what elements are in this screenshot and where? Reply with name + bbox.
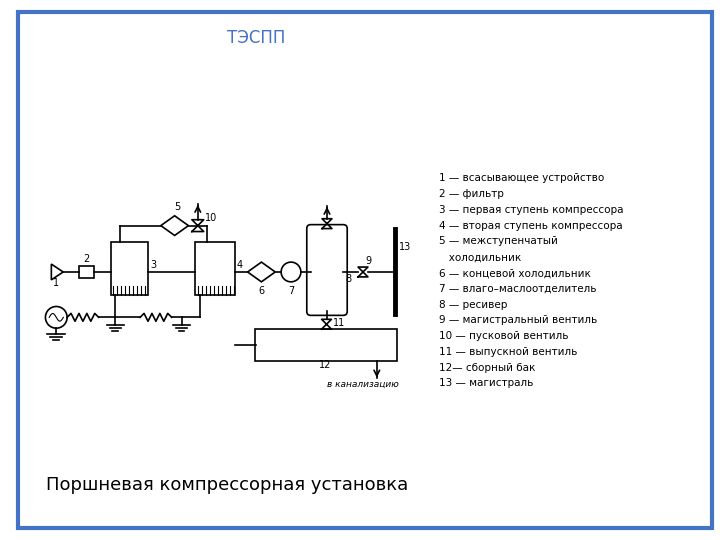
Text: 8: 8 [345, 274, 351, 284]
FancyBboxPatch shape [307, 225, 347, 315]
Text: 2: 2 [84, 254, 90, 264]
Text: 12— сборный бак: 12— сборный бак [439, 363, 535, 373]
Polygon shape [248, 262, 275, 282]
Text: 13 — магистраль: 13 — магистраль [439, 379, 534, 388]
Polygon shape [51, 264, 63, 280]
Bar [195, 242, 235, 295]
Text: 7 — влаго–маслоотделитель: 7 — влаго–маслоотделитель [439, 284, 596, 294]
Text: холодильник: холодильник [439, 252, 521, 262]
Bar [254, 329, 397, 361]
Text: 10 — пусковой вентиль: 10 — пусковой вентиль [439, 331, 568, 341]
Text: 1: 1 [53, 278, 59, 288]
Circle shape [281, 262, 301, 282]
Text: 11: 11 [333, 318, 346, 328]
Text: 10: 10 [204, 213, 217, 222]
Circle shape [45, 307, 67, 328]
Text: 6 — концевой холодильник: 6 — концевой холодильник [439, 268, 591, 278]
Text: 4: 4 [237, 260, 243, 270]
Text: 9 — магистральный вентиль: 9 — магистральный вентиль [439, 315, 597, 326]
Text: ТЭСПП: ТЭСПП [228, 29, 286, 47]
Text: 12: 12 [320, 360, 332, 370]
Text: 7: 7 [288, 286, 294, 296]
Text: 11 — выпускной вентиль: 11 — выпускной вентиль [439, 347, 577, 357]
Text: 2 — фильтр: 2 — фильтр [439, 189, 504, 199]
Text: 9: 9 [365, 256, 371, 266]
Bar [110, 242, 148, 295]
Text: 6: 6 [258, 286, 264, 296]
Bar [79, 266, 94, 279]
FancyBboxPatch shape [18, 12, 712, 528]
Text: 1 — всасывающее устройство: 1 — всасывающее устройство [439, 173, 604, 184]
Text: 5: 5 [174, 202, 181, 212]
Text: в канализацию: в канализацию [328, 380, 400, 388]
Text: 8 — ресивер: 8 — ресивер [439, 300, 508, 309]
Text: Поршневая компрессорная установка: Поршневая компрессорная установка [46, 476, 408, 494]
Text: 3 — первая ступень компрессора: 3 — первая ступень компрессора [439, 205, 624, 215]
Text: 13: 13 [398, 242, 410, 252]
Text: 3: 3 [150, 260, 156, 270]
Text: 4 — вторая ступень компрессора: 4 — вторая ступень компрессора [439, 221, 623, 231]
Polygon shape [161, 216, 189, 235]
Text: 5 — межступенчатый: 5 — межступенчатый [439, 237, 558, 246]
